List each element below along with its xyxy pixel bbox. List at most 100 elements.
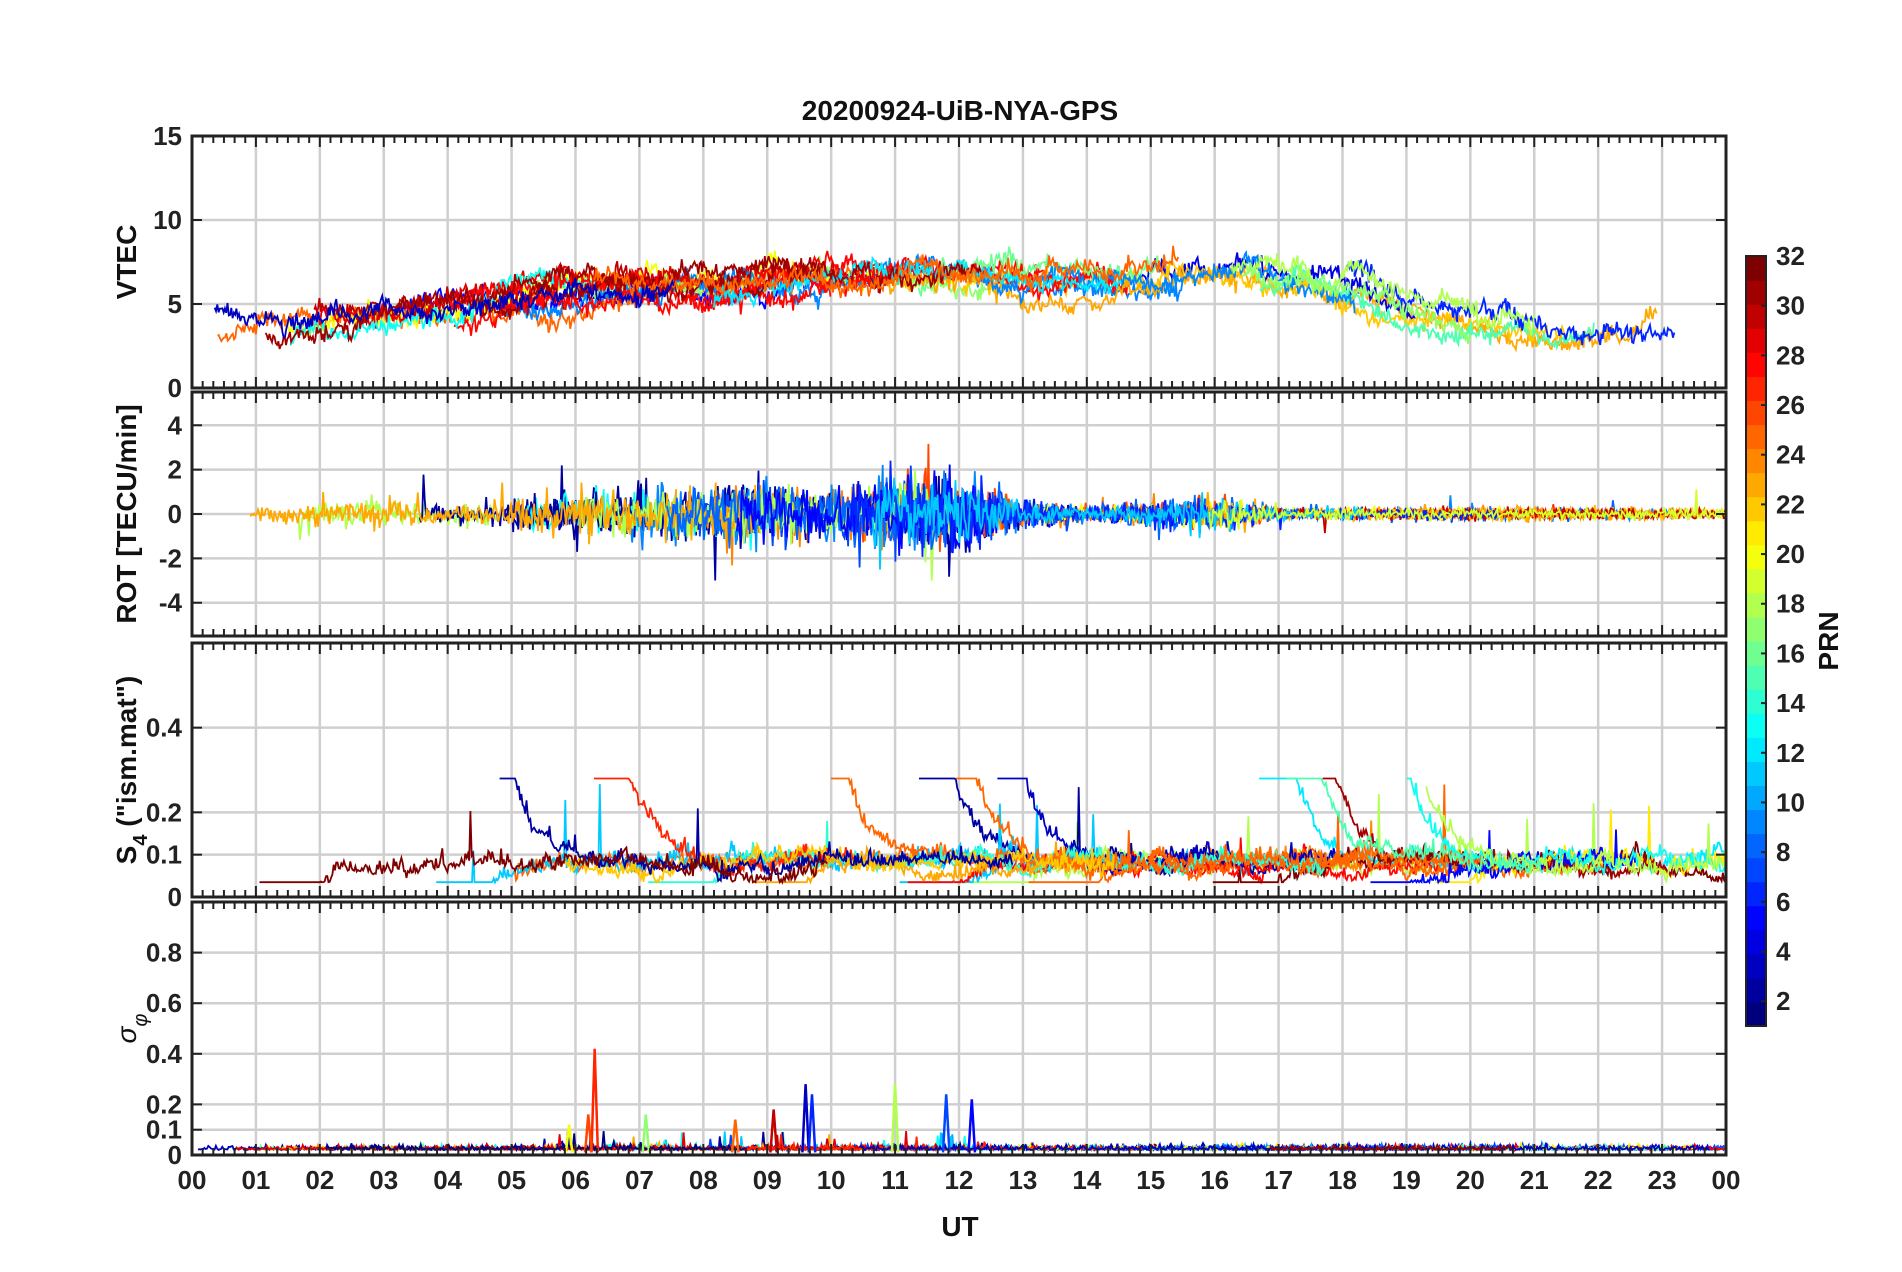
colorbar-tick-label: 8 <box>1776 837 1790 867</box>
x-tick-label: 10 <box>817 1165 846 1195</box>
colorbar-segment <box>1746 713 1766 738</box>
vtec-y-tick-label: 10 <box>153 205 182 235</box>
colorbar-tick-label: 32 <box>1776 241 1805 271</box>
sigma-phi-spike <box>941 1094 951 1153</box>
colorbar-segment <box>1746 881 1766 907</box>
colorbar-tick-label: 30 <box>1776 291 1805 321</box>
x-tick-label: 00 <box>1712 1165 1741 1195</box>
colorbar-segment <box>1746 400 1766 426</box>
s4-y-tick-label: 0.1 <box>146 840 182 870</box>
colorbar-segment <box>1746 568 1766 594</box>
vtec-series-prn-9 <box>980 249 1356 314</box>
sigma_phi-y-tick-label: 0.4 <box>146 1039 183 1069</box>
vtec-y-tick-label: 0 <box>168 373 182 403</box>
colorbar-tick-label: 14 <box>1776 688 1805 718</box>
x-axis-label: UT <box>941 1211 978 1242</box>
colorbar-segment <box>1746 328 1766 353</box>
colorbar-tick-label: 24 <box>1776 440 1805 470</box>
s4-y-axis-label: S4 ("ism.mat") <box>111 676 152 865</box>
sigma-phi-spike <box>730 1119 740 1153</box>
vtec-series-prn-3 <box>213 278 675 339</box>
colorbar-segment <box>1746 833 1766 859</box>
vtec-series-prn-23 <box>886 264 1238 316</box>
colorbar-segment <box>1746 520 1766 546</box>
colorbar-segment <box>1746 689 1766 714</box>
colorbar-tick-label: 20 <box>1776 539 1805 569</box>
colorbar-tick-label: 18 <box>1776 589 1805 619</box>
sigma_phi-y-tick-label: 0.8 <box>146 938 182 968</box>
sigma_phi-y-tick-label: 0.1 <box>146 1115 182 1145</box>
s4-y-tick-label: 0.4 <box>146 713 183 743</box>
colorbar-tick-label: 2 <box>1776 986 1790 1016</box>
x-tick-label: 17 <box>1264 1165 1293 1195</box>
sigma_phi-y-tick-label: 0 <box>168 1140 182 1170</box>
sigma-phi-spike <box>967 1099 977 1153</box>
panel-s4: 0 0.1 0.2 0.4S4 ("ism.mat") <box>111 641 1728 912</box>
vtec-series-prn-6 <box>1346 258 1676 346</box>
x-tick-label: 20 <box>1456 1165 1485 1195</box>
colorbar-segment <box>1746 424 1766 450</box>
x-tick-label: 07 <box>625 1165 654 1195</box>
colorbar-segment <box>1746 592 1766 618</box>
colorbar-segment <box>1746 352 1766 377</box>
rot-y-tick-label: 0 <box>168 499 182 529</box>
vtec-series-prn-28 <box>453 256 1119 336</box>
x-tick-label: 06 <box>561 1165 590 1195</box>
colorbar-label: PRN <box>1813 611 1844 670</box>
colorbar-tick-label: 22 <box>1776 489 1805 519</box>
colorbar-tick-label: 16 <box>1776 638 1805 668</box>
sigma_phi-y-tick-label: 0.2 <box>146 1089 182 1119</box>
sigma_phi-y-tick-label: 0.6 <box>146 988 182 1018</box>
colorbar-segment <box>1746 929 1766 955</box>
colorbar-frame <box>1745 255 1767 1027</box>
colorbar-tick-label: 26 <box>1776 390 1805 420</box>
s4-series-prn-25 <box>956 777 1498 881</box>
colorbar-segment <box>1746 376 1766 401</box>
rot-series-prn-11 <box>871 477 1371 570</box>
x-tick-label: 03 <box>369 1165 398 1195</box>
rot-traces <box>249 443 1726 581</box>
x-tick-label: 19 <box>1392 1165 1421 1195</box>
colorbar-segment <box>1746 1001 1766 1027</box>
x-tick-label: 18 <box>1328 1165 1357 1195</box>
s4-series-prn-15 <box>1286 777 1544 876</box>
sigma_phi-series-prn-1 <box>325 1130 746 1153</box>
x-tick-label: 04 <box>433 1165 462 1195</box>
x-tick-label: 12 <box>945 1165 974 1195</box>
x-tick-label: 09 <box>753 1165 782 1195</box>
sigma-phi-spike <box>564 1124 574 1153</box>
sigma-phi-spike <box>801 1084 811 1153</box>
colorbar-segment <box>1746 953 1766 979</box>
colorbar-segment <box>1746 785 1766 811</box>
colorbar-segment <box>1746 472 1766 498</box>
panel-sigma_phi: 00.10.2 0.4 0.6 0.8 σφ <box>111 900 1728 1170</box>
rot-y-tick-label: -2 <box>159 543 182 573</box>
colorbar-segment <box>1746 256 1766 281</box>
s4-series-prn-18 <box>1425 786 1726 885</box>
s4-series-prn-32 <box>259 810 828 885</box>
sigma_phi-series-prn-3 <box>858 1140 1245 1153</box>
rot-y-tick-label: -4 <box>159 588 183 618</box>
vtec-traces <box>213 245 1676 353</box>
s4-y-tick-label: 0 <box>168 882 182 912</box>
colorbar-tick-label: 6 <box>1776 887 1790 917</box>
rot-y-tick-label: 4 <box>168 410 183 440</box>
s4-traces <box>259 777 1726 885</box>
vtec-y-axis-label: VTEC <box>111 225 142 300</box>
vtec-series-prn-17 <box>1242 263 1472 345</box>
sigma-phi-spike <box>641 1114 651 1153</box>
sigma-phi-spike <box>583 1114 593 1153</box>
colorbar-segment <box>1746 665 1766 690</box>
x-tick-label: 22 <box>1584 1165 1613 1195</box>
x-tick-label: 00 <box>178 1165 207 1195</box>
colorbar-segment <box>1746 809 1766 835</box>
x-tick-label: 15 <box>1136 1165 1165 1195</box>
x-tick-label: 01 <box>241 1165 270 1195</box>
vtec-series-prn-18 <box>1230 253 1535 336</box>
rot-series-prn-23 <box>249 482 757 545</box>
vtec-y-tick-label: 5 <box>168 289 182 319</box>
colorbar-segment <box>1746 857 1766 883</box>
